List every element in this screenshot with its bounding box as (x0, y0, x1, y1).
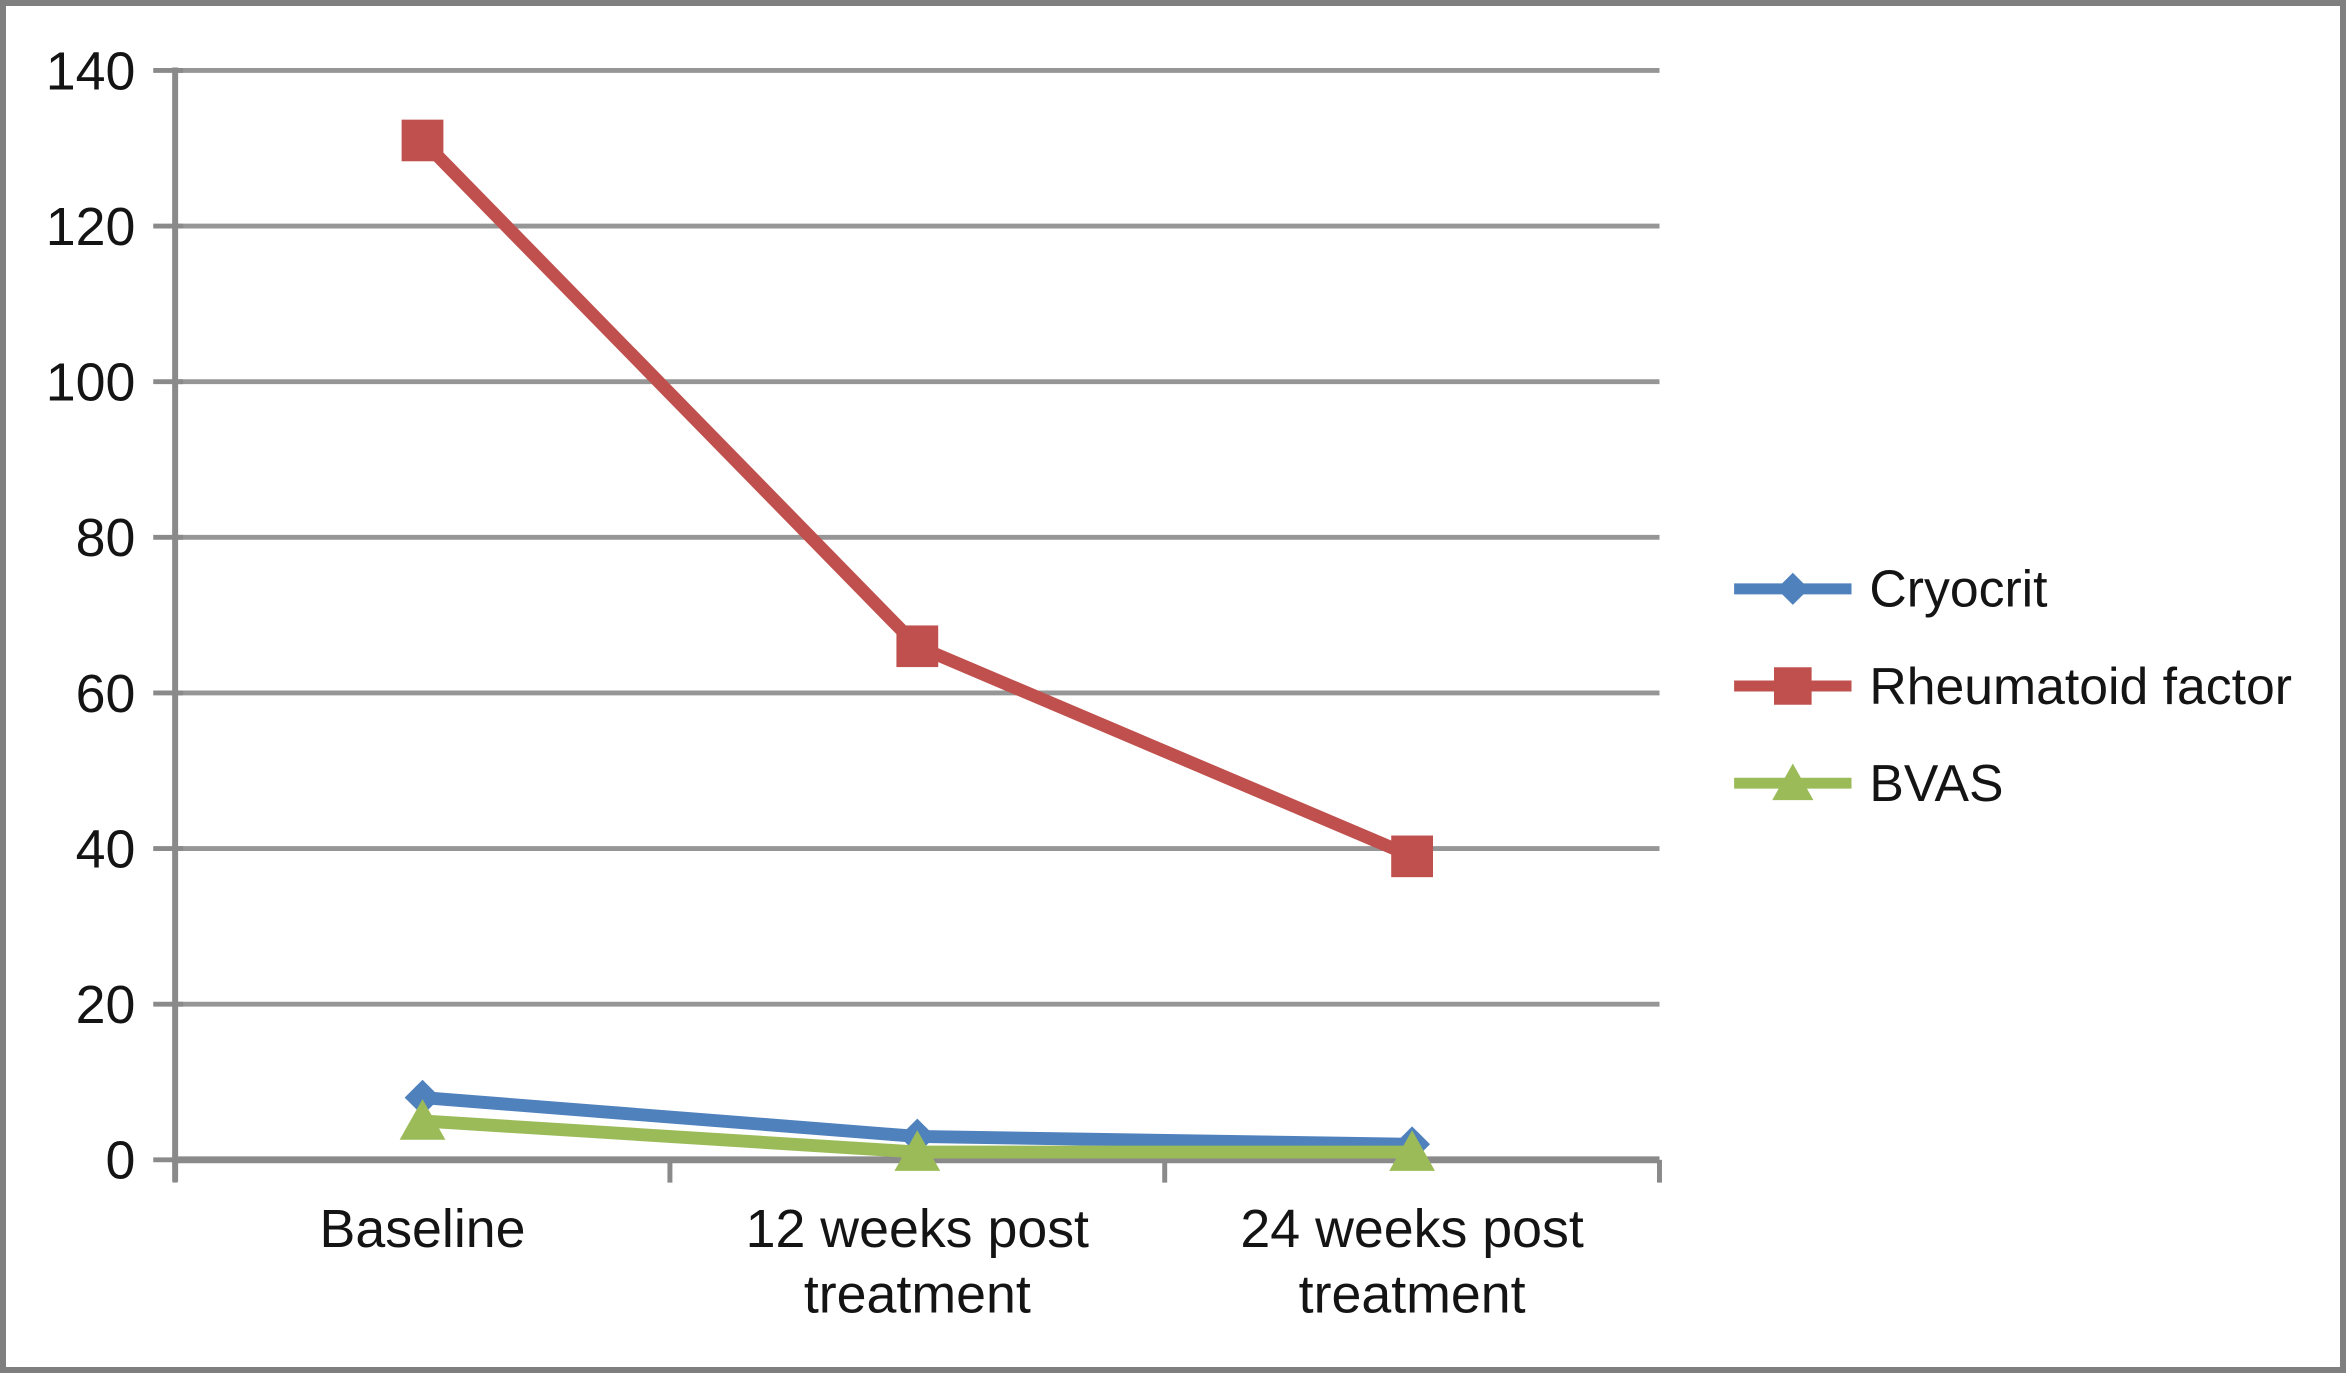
category-label: treatment (804, 1265, 1031, 1325)
legend-marker-rheumatoid-factor (1774, 667, 1812, 705)
marker-bvas (1389, 1130, 1435, 1171)
legend-label: Cryocrit (1869, 560, 2047, 618)
marker-bvas (894, 1130, 941, 1171)
marker-bvas (399, 1099, 446, 1140)
legend-marker-bvas (1772, 763, 1814, 801)
marker-rheumatoid-factor (896, 625, 939, 668)
axes-group (153, 67, 1662, 1183)
y-tick-label: 60 (76, 664, 136, 724)
y-tick-label: 120 (46, 197, 136, 257)
series-rheumatoid-factor (401, 119, 1433, 878)
marker-rheumatoid-factor (1391, 835, 1433, 878)
marker-rheumatoid-factor (401, 119, 444, 162)
series-bvas (399, 1099, 1435, 1171)
legend: Cryocrit Rheumatoid factor BVAS (1734, 560, 2292, 812)
series-line-rheumatoid-factor (417, 135, 1415, 863)
legend-item-bvas: BVAS (1734, 754, 2004, 812)
legend-item-cryocrit: Cryocrit (1734, 560, 2048, 618)
category-label: treatment (1299, 1265, 1526, 1325)
legend-marker-cryocrit (1776, 572, 1809, 605)
category-label: 24 weeks post (1240, 1199, 1583, 1259)
y-tick-label: 140 (46, 41, 136, 101)
legend-label: BVAS (1869, 754, 2003, 812)
y-tick-label: 80 (76, 508, 136, 568)
y-tick-label: 40 (76, 819, 136, 879)
gridlines-group (175, 67, 1660, 1163)
category-label: 12 weeks post (746, 1199, 1089, 1259)
y-tick-label: 0 (105, 1131, 135, 1191)
legend-item-rheumatoid-factor: Rheumatoid factor (1734, 657, 2292, 715)
y-tick-label: 100 (46, 353, 136, 413)
legend-label: Rheumatoid factor (1869, 657, 2292, 715)
y-tick-label: 20 (76, 975, 136, 1035)
category-label: Baseline (320, 1199, 526, 1259)
